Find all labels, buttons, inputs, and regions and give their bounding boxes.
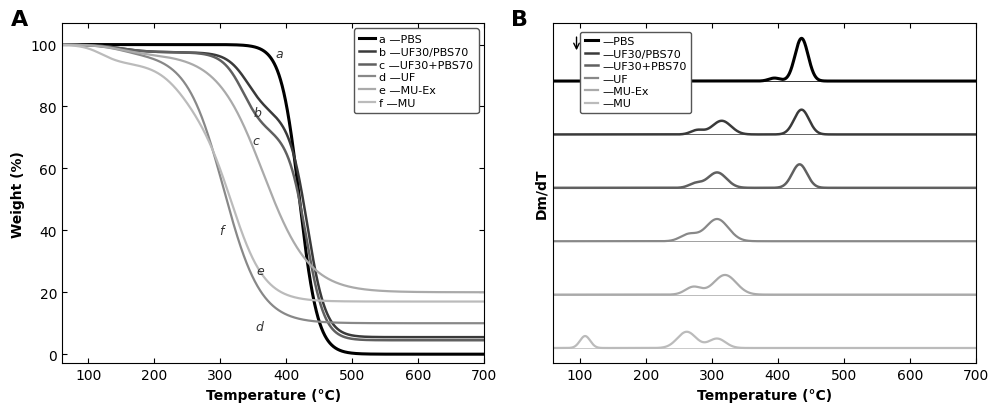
- Text: c: c: [252, 135, 259, 148]
- Y-axis label: Weight (%): Weight (%): [11, 150, 25, 237]
- Text: B: B: [511, 10, 528, 30]
- Text: A: A: [11, 10, 28, 30]
- Text: b: b: [253, 107, 261, 120]
- Legend: a —PBS, b —UF30/PBS70, c —UF30+PBS70, d —UF, e —MU-Ex, f —MU: a —PBS, b —UF30/PBS70, c —UF30+PBS70, d …: [354, 29, 479, 114]
- Text: a: a: [276, 48, 283, 61]
- Legend: —PBS, —UF30/PBS70, —UF30+PBS70, —UF, —MU-Ex, —MU: —PBS, —UF30/PBS70, —UF30+PBS70, —UF, —MU…: [580, 33, 691, 114]
- Y-axis label: Dm/dT: Dm/dT: [534, 169, 548, 219]
- Text: f: f: [219, 224, 224, 237]
- X-axis label: Temperature (°C): Temperature (°C): [206, 388, 341, 402]
- X-axis label: Temperature (°C): Temperature (°C): [697, 388, 832, 402]
- Text: d: d: [255, 320, 263, 333]
- Text: e: e: [256, 264, 264, 278]
